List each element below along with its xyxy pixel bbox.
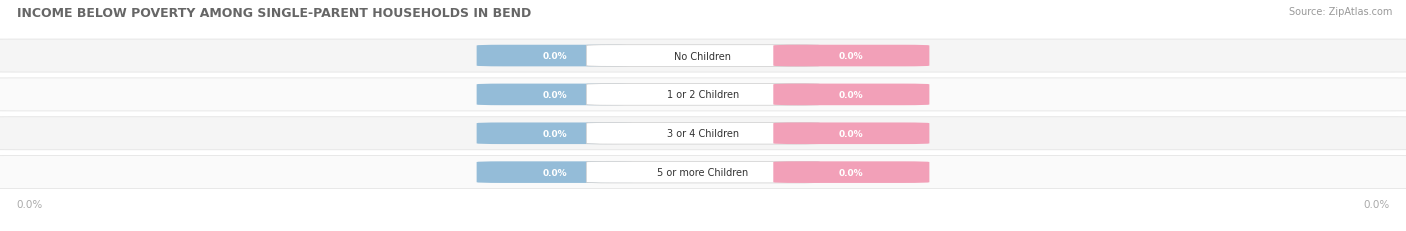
FancyBboxPatch shape: [586, 162, 820, 183]
Text: 0.0%: 0.0%: [543, 168, 567, 177]
Text: 0.0%: 0.0%: [17, 199, 44, 209]
Text: 0.0%: 0.0%: [839, 91, 863, 100]
FancyBboxPatch shape: [586, 84, 820, 106]
FancyBboxPatch shape: [477, 123, 633, 144]
FancyBboxPatch shape: [586, 46, 820, 67]
FancyBboxPatch shape: [477, 162, 633, 183]
Text: 1 or 2 Children: 1 or 2 Children: [666, 90, 740, 100]
Text: 0.0%: 0.0%: [839, 168, 863, 177]
FancyBboxPatch shape: [0, 156, 1406, 189]
FancyBboxPatch shape: [773, 46, 929, 67]
Text: 0.0%: 0.0%: [543, 91, 567, 100]
Text: 0.0%: 0.0%: [839, 52, 863, 61]
Text: 3 or 4 Children: 3 or 4 Children: [666, 129, 740, 139]
Text: 0.0%: 0.0%: [1362, 199, 1389, 209]
Text: Source: ZipAtlas.com: Source: ZipAtlas.com: [1288, 7, 1392, 17]
FancyBboxPatch shape: [773, 123, 929, 144]
FancyBboxPatch shape: [773, 162, 929, 183]
FancyBboxPatch shape: [477, 46, 633, 67]
Text: 0.0%: 0.0%: [839, 129, 863, 138]
Text: 0.0%: 0.0%: [543, 52, 567, 61]
Text: 0.0%: 0.0%: [543, 129, 567, 138]
FancyBboxPatch shape: [0, 79, 1406, 111]
Text: 5 or more Children: 5 or more Children: [658, 167, 748, 177]
FancyBboxPatch shape: [586, 123, 820, 144]
FancyBboxPatch shape: [0, 117, 1406, 150]
Text: INCOME BELOW POVERTY AMONG SINGLE-PARENT HOUSEHOLDS IN BEND: INCOME BELOW POVERTY AMONG SINGLE-PARENT…: [17, 7, 531, 20]
FancyBboxPatch shape: [773, 84, 929, 106]
FancyBboxPatch shape: [477, 84, 633, 106]
Text: No Children: No Children: [675, 51, 731, 61]
FancyBboxPatch shape: [0, 40, 1406, 73]
